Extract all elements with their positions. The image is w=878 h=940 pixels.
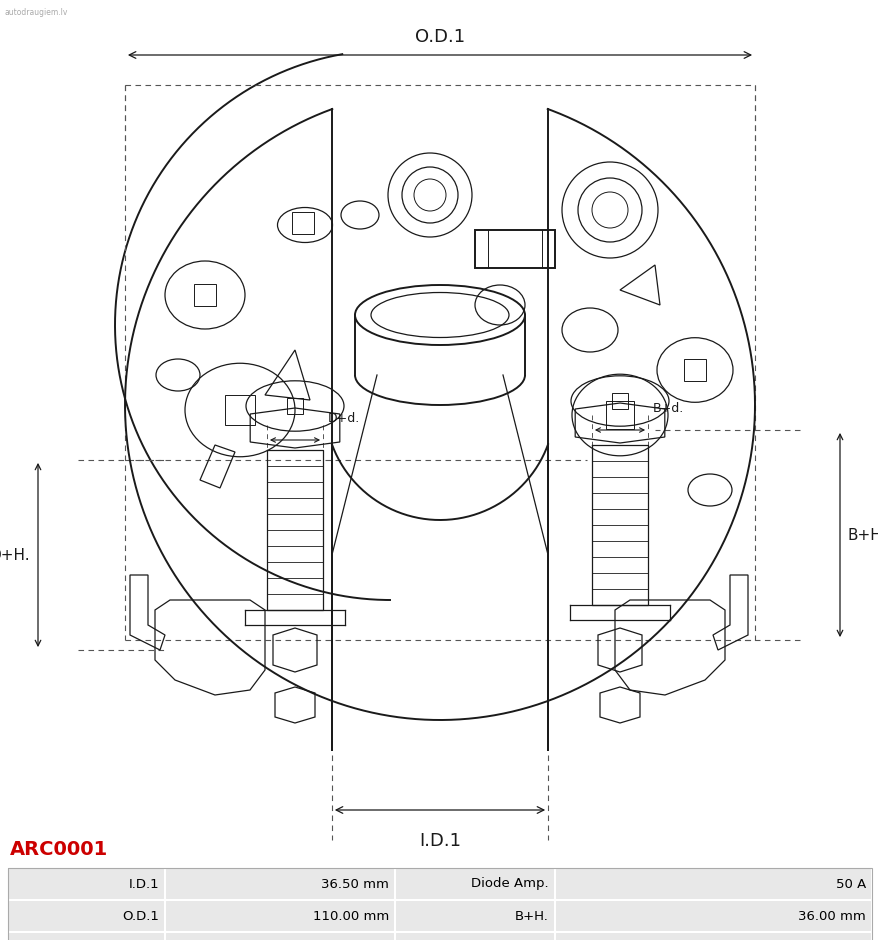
Bar [611,393,627,409]
Bar [225,395,255,426]
Bar [394,932,554,940]
Text: O.D.1: O.D.1 [414,28,464,46]
Bar [394,900,554,932]
Text: Diode Amp.: Diode Amp. [471,878,549,890]
Text: 110.00 mm: 110.00 mm [313,910,389,922]
Text: 36.50 mm: 36.50 mm [320,878,389,890]
Text: B+d.: B+d. [652,402,683,415]
Bar [8,868,165,900]
Bar [165,932,394,940]
Text: O.D.1: O.D.1 [122,910,159,922]
Text: autodraugiem.lv: autodraugiem.lv [5,8,68,17]
Text: I.D.1: I.D.1 [128,878,159,890]
Bar [8,932,165,940]
Bar [554,932,871,940]
Text: D+d.: D+d. [327,412,360,425]
Text: ARC0001: ARC0001 [10,840,108,859]
Text: D+H.: D+H. [0,547,30,562]
Bar [8,868,871,940]
Bar [291,212,313,234]
Bar [165,900,394,932]
Text: B+H.: B+H. [847,527,878,542]
Text: B+H.: B+H. [515,910,549,922]
Bar [394,868,554,900]
Bar [287,398,303,414]
Bar [554,868,871,900]
Text: 50 A: 50 A [835,878,865,890]
Bar [683,359,705,382]
Bar [605,401,633,429]
Bar [193,284,216,306]
Bar [165,868,394,900]
Bar [474,230,554,268]
Text: I.D.1: I.D.1 [419,832,460,850]
Bar [8,900,165,932]
Bar [554,900,871,932]
Text: 36.00 mm: 36.00 mm [797,910,865,922]
